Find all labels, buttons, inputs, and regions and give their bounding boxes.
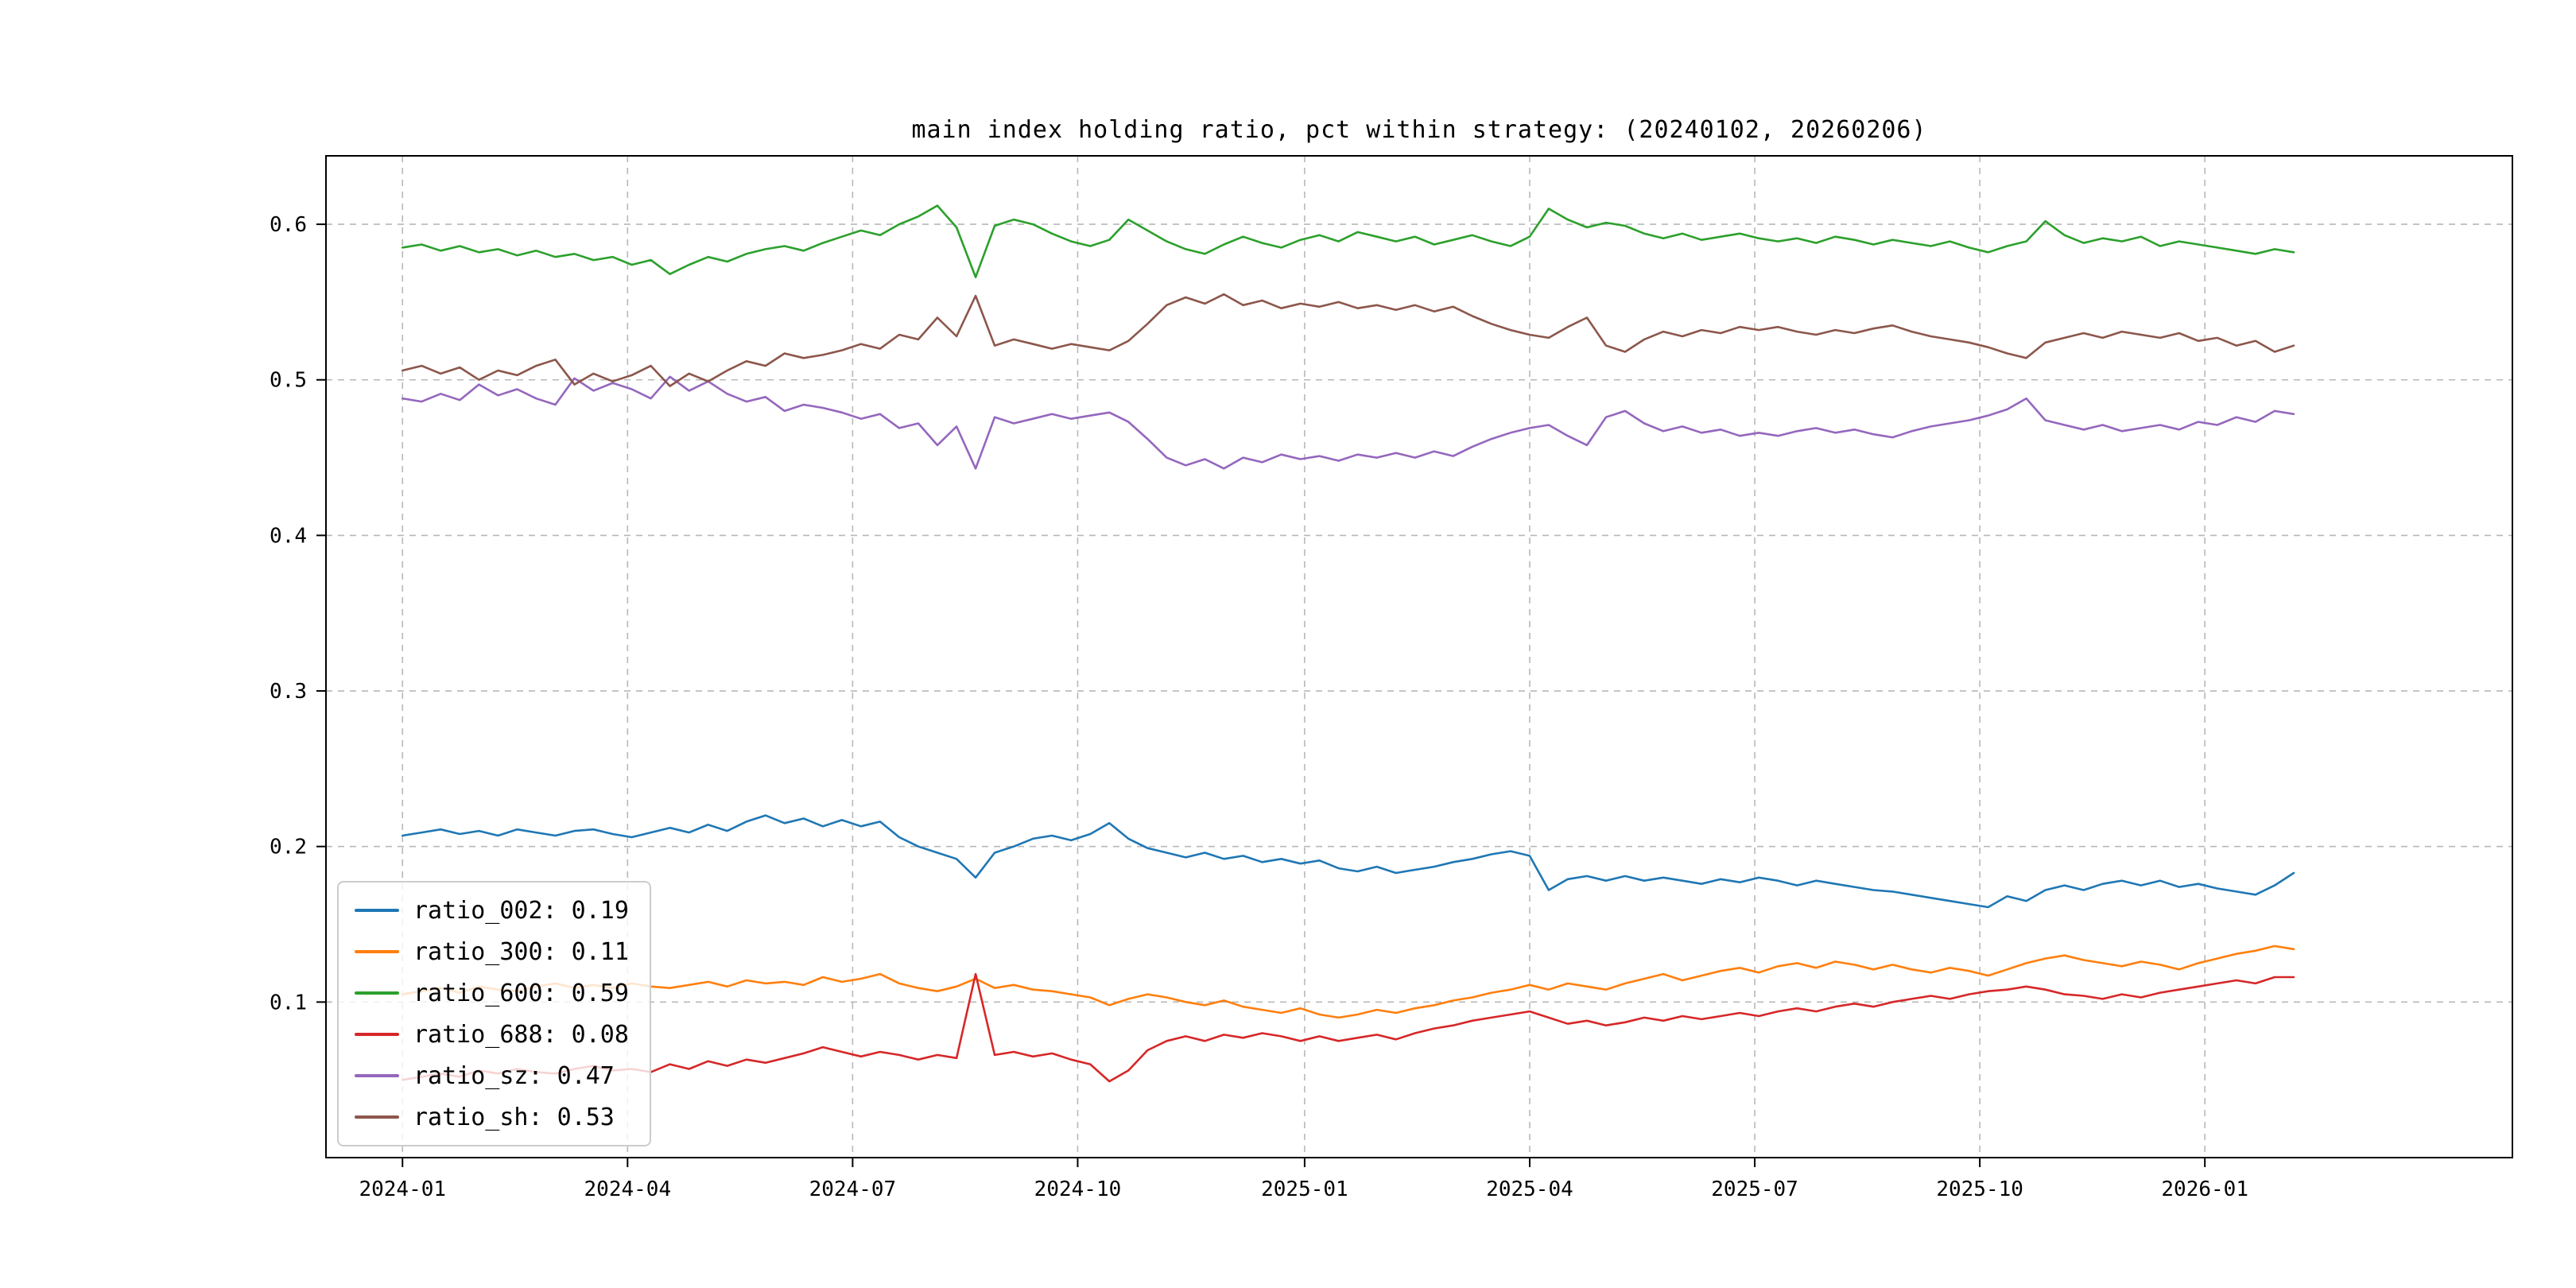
series-line-ratio_600 — [401, 204, 2295, 278]
legend-swatch-ratio_300 — [355, 950, 399, 953]
series-line-ratio_688 — [401, 972, 2295, 1083]
legend-label-ratio_002: ratio_002: 0.19 — [413, 896, 629, 925]
legend-label-ratio_300: ratio_300: 0.11 — [413, 937, 629, 966]
legend-item: ratio_002: 0.19 — [355, 894, 629, 927]
legend-item: ratio_300: 0.11 — [355, 935, 629, 968]
legend-item: ratio_sh: 0.53 — [355, 1100, 629, 1134]
plot-border — [325, 155, 2513, 1158]
x-tick-label: 2025-01 — [1261, 1177, 1348, 1201]
x-tick-label: 2025-07 — [1711, 1177, 1798, 1201]
series-line-ratio_sz — [401, 375, 2295, 470]
x-tick-label: 2024-01 — [359, 1177, 446, 1201]
legend-swatch-ratio_sh — [355, 1115, 399, 1119]
legend-item: ratio_sz: 0.47 — [355, 1059, 629, 1092]
legend-item: ratio_688: 0.08 — [355, 1018, 629, 1051]
legend-label-ratio_sh: ratio_sh: 0.53 — [413, 1103, 615, 1131]
y-tick-label: 0.5 — [270, 369, 307, 393]
legend-item: ratio_600: 0.59 — [355, 976, 629, 1010]
x-tick-label: 2025-10 — [1936, 1177, 2023, 1201]
series-line-ratio_300 — [401, 945, 2295, 1019]
legend-label-ratio_sz: ratio_sz: 0.47 — [413, 1061, 615, 1090]
chart-title: main index holding ratio, pct within str… — [911, 116, 1927, 144]
legend-label-ratio_688: ratio_688: 0.08 — [413, 1020, 629, 1049]
x-tick-label: 2025-04 — [1486, 1177, 1573, 1201]
x-tick-label: 2026-01 — [2161, 1177, 2248, 1201]
legend-label-ratio_600: ratio_600: 0.59 — [413, 979, 629, 1007]
y-tick-label: 0.3 — [270, 680, 307, 704]
legend-swatch-ratio_600 — [355, 991, 399, 995]
y-tick-label: 0.6 — [270, 213, 307, 237]
series-line-ratio_002 — [401, 814, 2295, 909]
series-line-ratio_sh — [401, 293, 2295, 387]
y-tick-label: 0.1 — [270, 991, 307, 1014]
x-tick-label: 2024-07 — [809, 1177, 897, 1201]
y-tick-label: 0.4 — [270, 524, 307, 548]
x-tick-label: 2024-04 — [584, 1177, 672, 1201]
y-tick-label: 0.2 — [270, 836, 307, 859]
legend: ratio_002: 0.19 ratio_300: 0.11 ratio_600:… — [337, 881, 651, 1146]
legend-swatch-ratio_sz — [355, 1074, 399, 1077]
legend-swatch-ratio_688 — [355, 1033, 399, 1036]
legend-swatch-ratio_002 — [355, 909, 399, 912]
x-tick-label: 2024-10 — [1034, 1177, 1122, 1201]
